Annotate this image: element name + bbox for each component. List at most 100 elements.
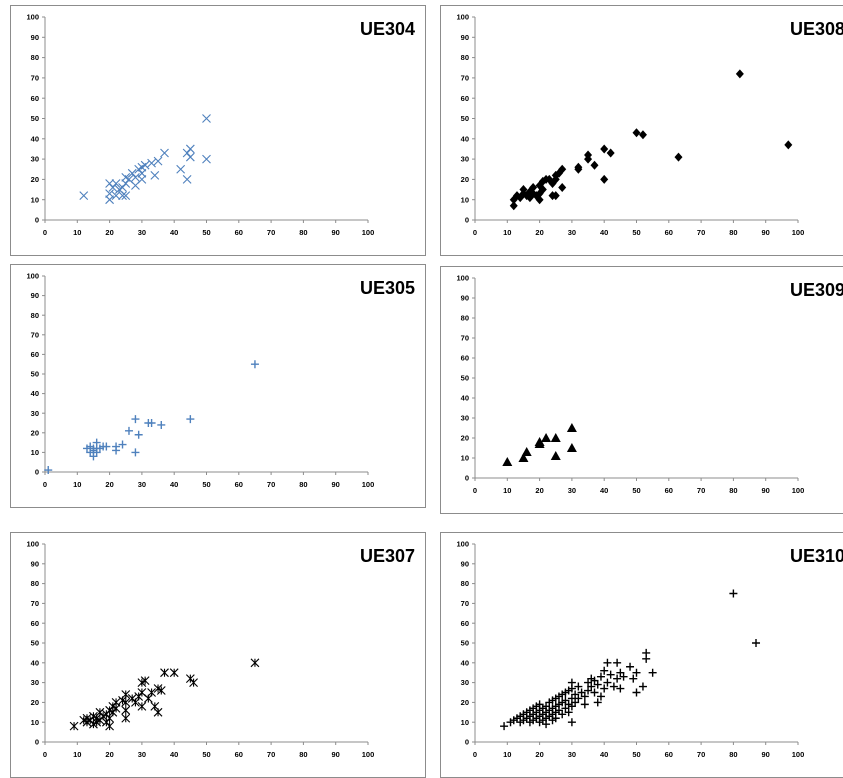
data-point [525,187,534,197]
data-point [606,670,615,679]
y-tick-label: 60 [461,619,469,628]
y-tick-label: 10 [31,718,39,727]
data-point [79,191,89,201]
data-point [566,443,577,452]
chart-panel-ue305: 0 10 20 30 40 50 60 70 80 90 100 0 10 20 30 40 50 60 70 80 9… [10,264,426,508]
data-point [551,191,560,201]
data-point [131,448,140,457]
x-tick-label: 60 [235,480,243,489]
x-tick-label: 40 [600,228,608,237]
y-tick-label: 30 [31,155,39,164]
data-point [202,154,211,164]
data-point [538,176,547,186]
y-tick-label: 100 [456,540,469,549]
data-point [137,701,147,711]
data-point [185,144,195,154]
y-tick-label: 30 [461,414,469,423]
x-tick-label: 70 [697,228,705,237]
data-point [140,676,150,686]
data-point [593,698,602,707]
data-point [548,178,557,188]
data-point [102,442,111,451]
data-point [534,437,545,446]
data-point [638,682,647,691]
x-tick-label: 30 [568,486,576,495]
x-tick-label: 60 [235,228,243,237]
data-point [600,144,609,154]
scatter-plot-ue307: 0 10 20 30 40 50 60 70 80 90 100 0 10 20 30 40 50 60 70 80 9… [26,540,415,759]
data-point [574,682,583,691]
data-point [648,668,657,677]
data-point [580,700,589,709]
x-tick-label: 30 [138,228,146,237]
y-tick-label: 100 [26,13,39,22]
data-point [131,172,140,182]
chart-title: UE310 [790,546,843,566]
data-point [558,183,567,193]
y-tick-label: 90 [461,33,469,42]
y-tick-label: 70 [461,599,469,608]
data-point [157,420,166,429]
y-tick-label: 60 [31,94,39,103]
data-point [596,692,605,701]
x-tick-label: 40 [170,750,178,759]
data-point [182,148,192,158]
data-point [600,666,609,675]
y-tick-label: 100 [26,272,39,281]
data-point [590,688,599,697]
y-tick-label: 70 [31,330,39,339]
y-tick-label: 50 [461,114,469,123]
data-point [182,175,192,184]
data-point [153,156,163,166]
data-point [596,672,605,681]
y-tick-label: 0 [465,738,469,747]
data-point [529,183,538,193]
chart-panel-ue308: 0 10 20 30 40 50 60 70 80 90 100 0 10 20 30 40 50 60 70 80 9… [440,5,843,256]
data-point [784,140,793,150]
x-tick-label: 100 [362,480,375,489]
x-tick-label: 90 [332,228,340,237]
data-point [121,705,131,715]
data-point [118,191,127,201]
x-tick-label: 30 [138,480,146,489]
y-tick-label: 80 [31,579,39,588]
data-point [584,150,593,160]
data-point [616,684,625,693]
x-tick-label: 20 [535,228,543,237]
data-point [121,698,131,707]
x-tick-label: 0 [43,228,47,237]
x-tick-label: 90 [332,750,340,759]
x-tick-label: 10 [503,228,511,237]
x-tick-label: 90 [762,228,770,237]
y-tick-label: 50 [31,639,39,648]
data-point [500,722,509,731]
y-tick-label: 50 [461,639,469,648]
data-point [619,672,628,681]
y-tick-label: 80 [31,311,39,320]
x-tick-label: 20 [535,750,543,759]
x-tick-label: 10 [73,750,81,759]
scatter-plot-ue308: 0 10 20 30 40 50 60 70 80 90 100 0 10 20 30 40 50 60 70 80 9… [456,13,843,237]
x-tick-label: 0 [43,480,47,489]
y-tick-label: 50 [31,370,39,379]
data-point [124,426,133,435]
data-point [121,713,131,723]
chart-panel-ue304: 0 10 20 30 40 50 60 70 80 90 100 0 10 20 30 40 50 60 70 80 9… [10,5,426,256]
data-point [521,447,532,456]
x-tick-label: 100 [792,228,805,237]
data-point [587,682,596,691]
x-tick-label: 0 [473,486,477,495]
data-point [603,658,612,667]
y-tick-label: 10 [31,195,39,204]
data-point [150,170,160,180]
data-point [189,678,198,687]
data-point [574,162,583,172]
y-tick-label: 80 [461,579,469,588]
y-tick-label: 40 [461,134,469,143]
x-tick-label: 70 [267,750,275,759]
data-point [92,438,101,447]
y-tick-label: 60 [31,619,39,628]
data-point [131,415,140,424]
y-tick-label: 100 [456,274,469,283]
data-point [541,433,552,442]
